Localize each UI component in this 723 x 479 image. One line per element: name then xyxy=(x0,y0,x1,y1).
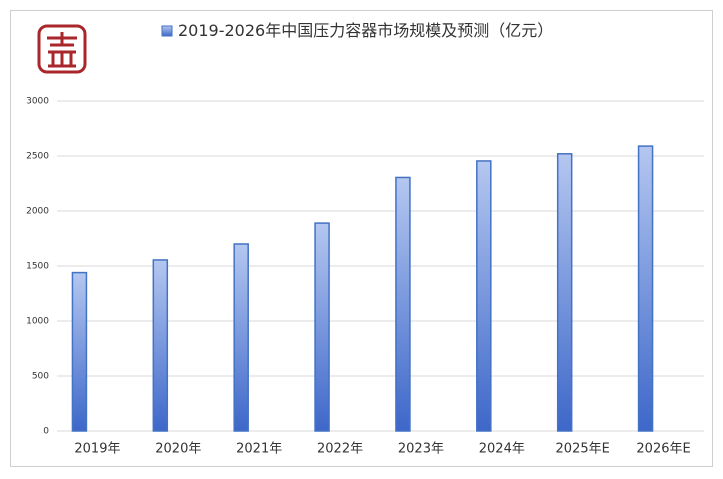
x-tick-label: 2020年 xyxy=(155,442,201,457)
chart-frame xyxy=(10,10,713,467)
bar xyxy=(152,259,169,432)
x-tick-label: 2019年 xyxy=(74,442,120,457)
bar xyxy=(395,176,411,432)
y-tick-label: 1500 xyxy=(26,262,49,272)
x-tick-label: 2024年 xyxy=(479,442,525,457)
y-tick-label: 2500 xyxy=(26,152,49,162)
bar xyxy=(556,153,573,432)
chart-title: 2019-2026年中国压力容器市场规模及预测（亿元） xyxy=(178,21,553,40)
y-tick-label: 500 xyxy=(32,372,49,382)
logo xyxy=(37,24,87,74)
x-tick-label: 2022年 xyxy=(317,442,363,457)
x-tick-label: 2023年 xyxy=(398,442,444,457)
y-tick-label: 2000 xyxy=(26,207,49,217)
y-tick-label: 1000 xyxy=(26,317,49,327)
bar xyxy=(476,160,492,432)
x-tick-label: 2026年E xyxy=(636,442,690,457)
legend-swatch xyxy=(161,25,173,37)
bar xyxy=(233,243,249,432)
y-tick-label: 3000 xyxy=(26,97,49,107)
x-tick-label: 2021年 xyxy=(236,442,282,457)
x-tick-label: 2025年E xyxy=(556,442,610,457)
bar xyxy=(71,271,88,432)
y-tick-label: 0 xyxy=(43,427,49,437)
bar xyxy=(637,145,654,432)
bar xyxy=(314,222,330,432)
